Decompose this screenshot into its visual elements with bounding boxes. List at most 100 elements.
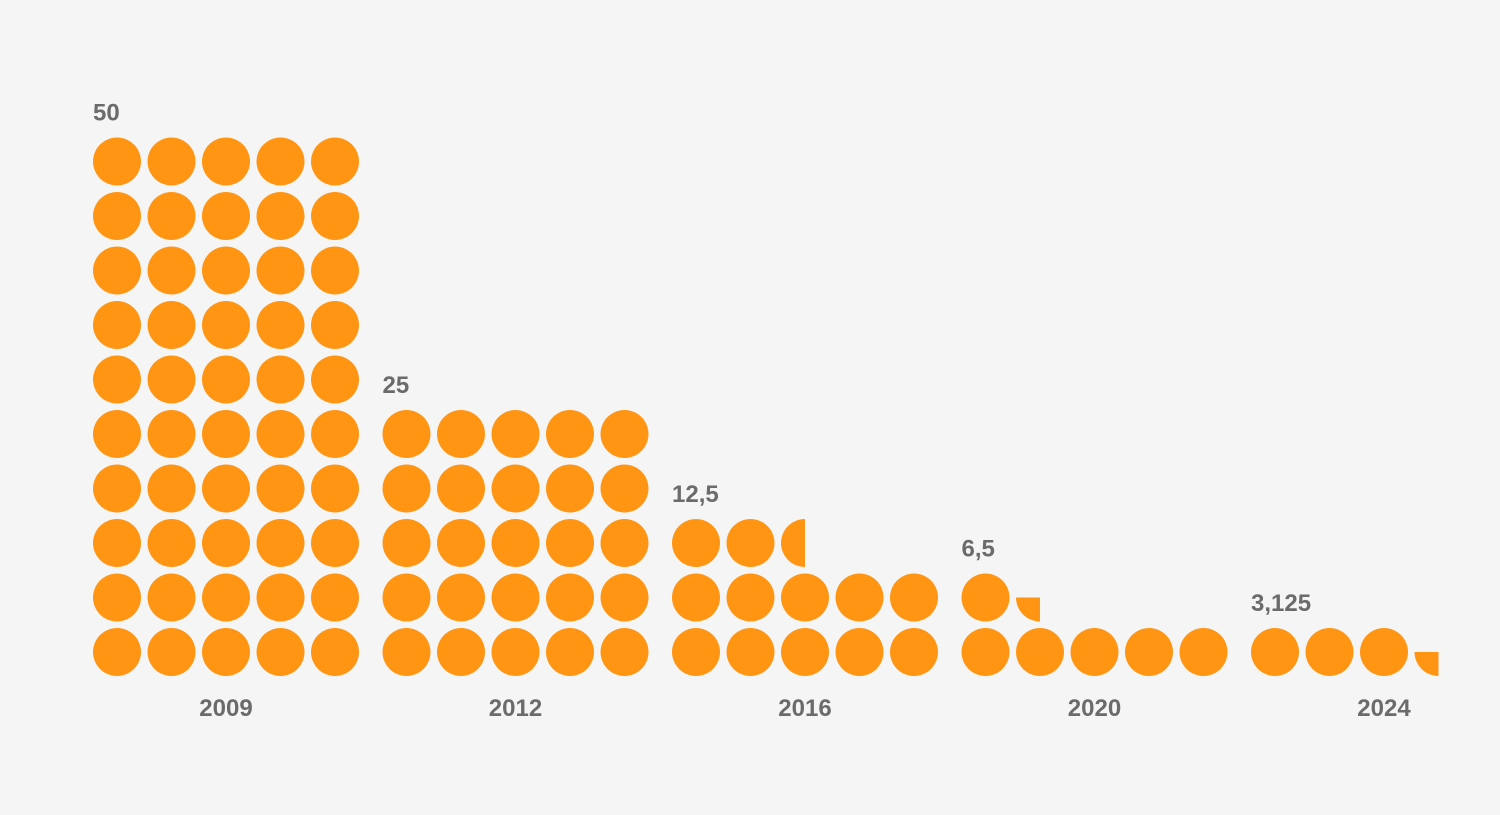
dot <box>147 573 196 622</box>
dot <box>491 464 540 513</box>
dot <box>256 192 305 240</box>
dot-group-2024: 3,125 2024 <box>1251 590 1439 722</box>
dot <box>382 464 431 513</box>
dot <box>93 410 141 458</box>
dot <box>202 355 250 404</box>
year-label: 2012 <box>489 695 542 722</box>
dot <box>672 519 720 567</box>
dot <box>93 519 141 567</box>
dot <box>726 573 775 622</box>
dot <box>437 519 485 567</box>
dot <box>382 573 431 622</box>
dot <box>600 628 649 676</box>
dot <box>600 410 649 458</box>
dot <box>311 410 359 458</box>
dot <box>546 464 594 513</box>
value-label: 50 <box>93 100 120 127</box>
dot <box>311 519 359 567</box>
dot <box>311 137 359 186</box>
dot <box>1305 628 1354 676</box>
dot <box>147 464 196 513</box>
dot <box>491 410 540 458</box>
dot <box>546 573 594 622</box>
dot <box>256 410 305 458</box>
dot <box>311 628 359 676</box>
dot <box>93 628 141 676</box>
dot <box>147 137 196 186</box>
dot <box>311 355 359 404</box>
dot <box>781 573 829 622</box>
partial-dot <box>1414 652 1439 676</box>
dot <box>600 573 649 622</box>
dot-group-2020: 6,5 2020 <box>961 536 1228 722</box>
dot <box>1125 628 1173 676</box>
dot <box>93 464 141 513</box>
dot-group-2016: 12,5 2016 <box>672 481 938 722</box>
dot <box>202 573 250 622</box>
dot <box>835 573 884 622</box>
dot <box>311 573 359 622</box>
dot <box>437 573 485 622</box>
dot <box>437 464 485 513</box>
dot <box>1179 628 1228 676</box>
dot <box>202 628 250 676</box>
dot <box>726 628 775 676</box>
dot <box>311 301 359 349</box>
dot <box>546 410 594 458</box>
value-label: 25 <box>383 372 410 399</box>
dot <box>961 573 1010 622</box>
dot <box>311 464 359 513</box>
dot <box>147 410 196 458</box>
dot <box>672 628 720 676</box>
dot <box>202 192 250 240</box>
year-label: 2020 <box>1068 695 1121 722</box>
partial-dot <box>1016 597 1040 622</box>
dot <box>202 464 250 513</box>
dot <box>1251 628 1299 676</box>
dot <box>382 519 431 567</box>
dot <box>491 573 540 622</box>
dot <box>256 301 305 349</box>
dot <box>147 301 196 349</box>
dot <box>256 355 305 404</box>
value-label: 6,5 <box>962 536 995 563</box>
dot <box>93 573 141 622</box>
dot <box>835 628 884 676</box>
dot <box>382 628 431 676</box>
dot <box>890 573 938 622</box>
dot <box>491 628 540 676</box>
year-label: 2016 <box>778 695 831 722</box>
dot <box>93 246 141 295</box>
dot <box>600 464 649 513</box>
dot <box>546 519 594 567</box>
dot <box>202 246 250 295</box>
dot <box>311 246 359 295</box>
dot <box>382 410 431 458</box>
dot <box>202 410 250 458</box>
dot <box>672 573 720 622</box>
dot <box>311 192 359 240</box>
dot <box>147 519 196 567</box>
dot <box>961 628 1010 676</box>
dot <box>93 355 141 404</box>
dot <box>781 628 829 676</box>
dot <box>147 192 196 240</box>
year-label: 2024 <box>1357 695 1411 722</box>
dot <box>1070 628 1119 676</box>
dot <box>437 628 485 676</box>
dot <box>147 355 196 404</box>
dot-group-2009: 50 2009 <box>93 100 359 722</box>
dot <box>726 519 775 567</box>
dot <box>202 519 250 567</box>
dot <box>256 137 305 186</box>
dot <box>1360 628 1408 676</box>
dot <box>256 464 305 513</box>
dot-groups: 50 2009 25 2012 12,5 2016 6,5 2020 3,125 2024 <box>93 100 1439 722</box>
year-label: 2009 <box>199 695 252 722</box>
dot <box>256 628 305 676</box>
dot-group-2012: 25 2012 <box>382 372 649 722</box>
dot <box>256 246 305 295</box>
dot <box>93 192 141 240</box>
dot <box>202 137 250 186</box>
